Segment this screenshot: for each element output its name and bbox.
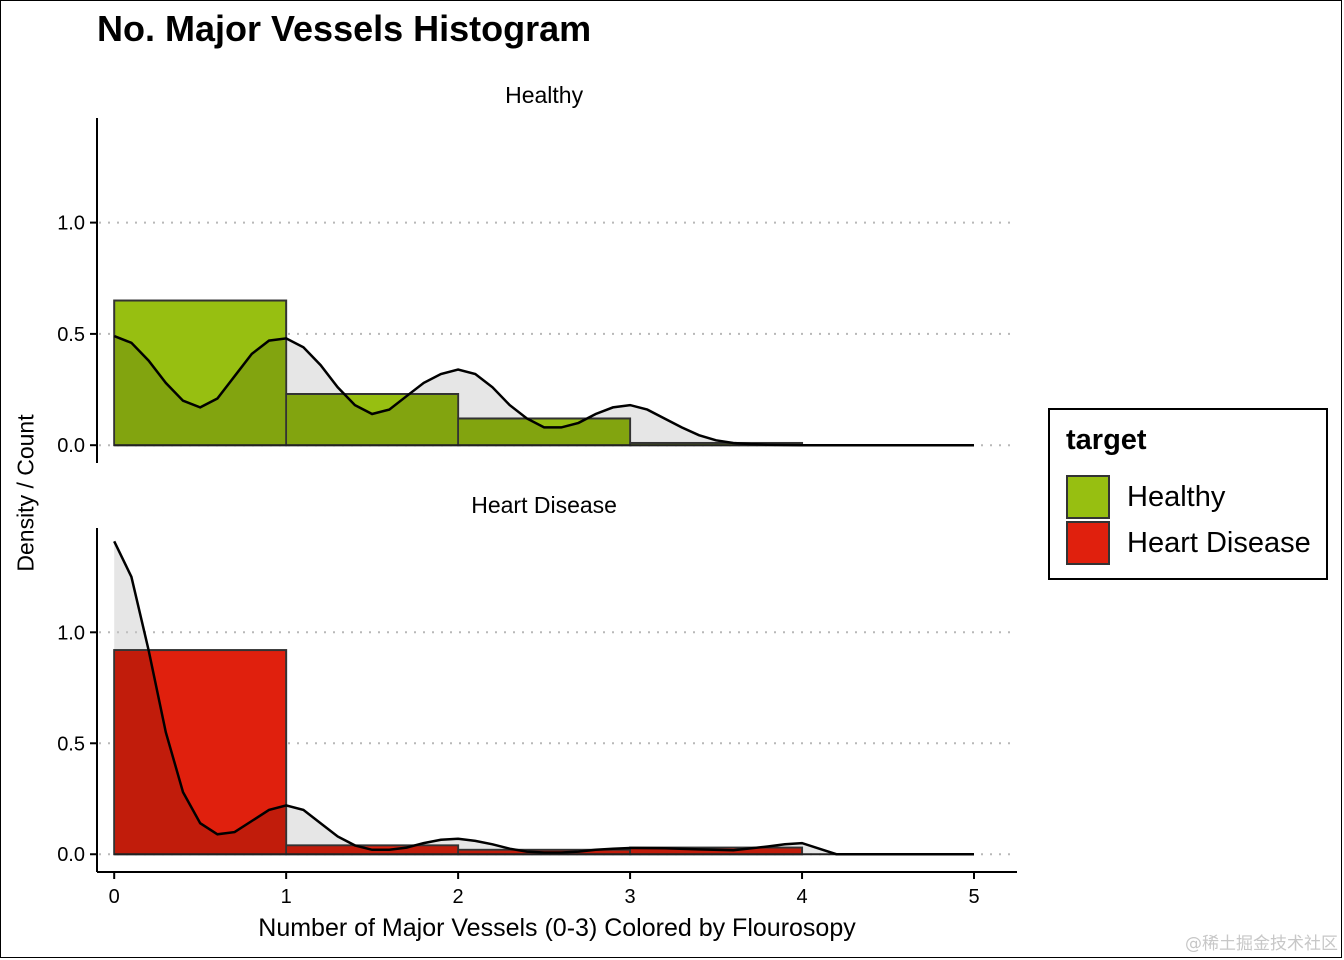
facet-label-healthy: Healthy (505, 82, 583, 108)
y-tick-label-heart-disease-1: 0.5 (57, 733, 85, 755)
density-curve-heart-disease (113, 540, 974, 856)
legend-swatch-heart-disease (1066, 521, 1110, 565)
x-tick-label-1: 1 (281, 886, 292, 908)
x-axis-label: Number of Major Vessels (0-3) Colored by… (258, 914, 856, 942)
density-curve-healthy (113, 334, 974, 447)
legend-item-heart-disease: Heart Disease (1066, 520, 1311, 566)
watermark: @稀土掘金技术社区 (1185, 934, 1338, 954)
density-overlap-healthy (115, 336, 802, 445)
legend-label-healthy: Healthy (1127, 480, 1226, 513)
y-tick-label-healthy-0: 0.0 (57, 435, 85, 457)
legend-label-heart-disease: Heart Disease (1127, 526, 1311, 559)
legend: target Healthy Heart Disease (1048, 408, 1328, 580)
x-tick-label-2: 2 (453, 886, 464, 908)
x-tick-label-0: 0 (109, 886, 120, 908)
facet-label-heart-disease: Heart Disease (471, 492, 617, 518)
chart-title: No. Major Vessels Histogram (97, 8, 592, 49)
y-tick-label-healthy-1: 0.5 (57, 324, 85, 346)
y-tick-label-heart-disease-0: 0.0 (57, 844, 85, 866)
y-tick-label-healthy-2: 1.0 (57, 213, 85, 235)
legend-item-healthy: Healthy (1066, 474, 1225, 520)
legend-title: target (1066, 424, 1147, 456)
x-tick-label-3: 3 (625, 886, 636, 908)
legend-swatch-healthy (1066, 475, 1110, 519)
y-tick-label-heart-disease-2: 1.0 (57, 622, 85, 644)
x-tick-label-5: 5 (968, 886, 979, 908)
x-tick-label-4: 4 (796, 886, 807, 908)
